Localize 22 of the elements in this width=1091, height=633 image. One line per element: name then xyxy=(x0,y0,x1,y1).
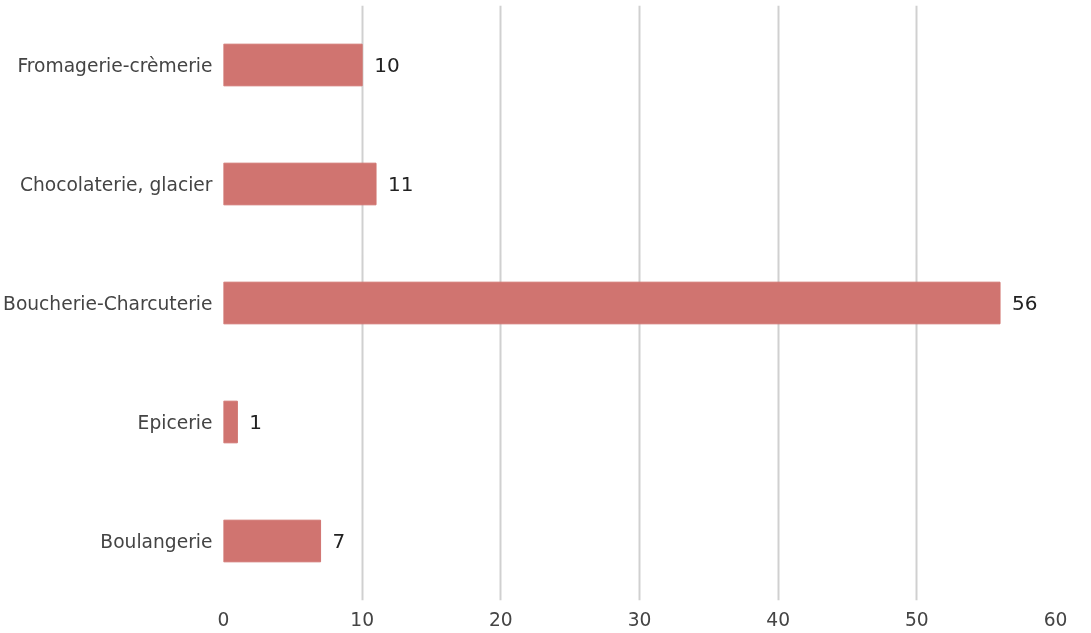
x-tick-label: 40 xyxy=(766,608,791,630)
data-label: 10 xyxy=(374,53,400,77)
y-tick-label: Fromagerie-crèmerie xyxy=(17,54,213,76)
x-tick-label: 0 xyxy=(217,608,230,630)
x-tick-label: 50 xyxy=(904,608,929,630)
data-label: 1 xyxy=(249,410,263,434)
bar xyxy=(223,162,377,206)
y-tick-label: Boucherie-Charcuterie xyxy=(3,292,213,314)
y-tick-label: Epicerie xyxy=(137,411,213,433)
x-tick-label: 10 xyxy=(350,608,375,630)
y-tick-label: Boulangerie xyxy=(100,530,213,552)
x-tick-label: 30 xyxy=(627,608,652,630)
data-label: 7 xyxy=(332,529,346,553)
x-tick-label: 20 xyxy=(488,608,513,630)
y-tick-label: Chocolaterie, glacier xyxy=(19,173,213,195)
data-label: 11 xyxy=(388,172,414,196)
x-tick-label: 60 xyxy=(1043,608,1068,630)
bar xyxy=(223,519,322,563)
data-label: 56 xyxy=(1012,291,1038,315)
bar xyxy=(223,281,1001,325)
bar xyxy=(223,400,238,444)
bar xyxy=(223,43,363,87)
